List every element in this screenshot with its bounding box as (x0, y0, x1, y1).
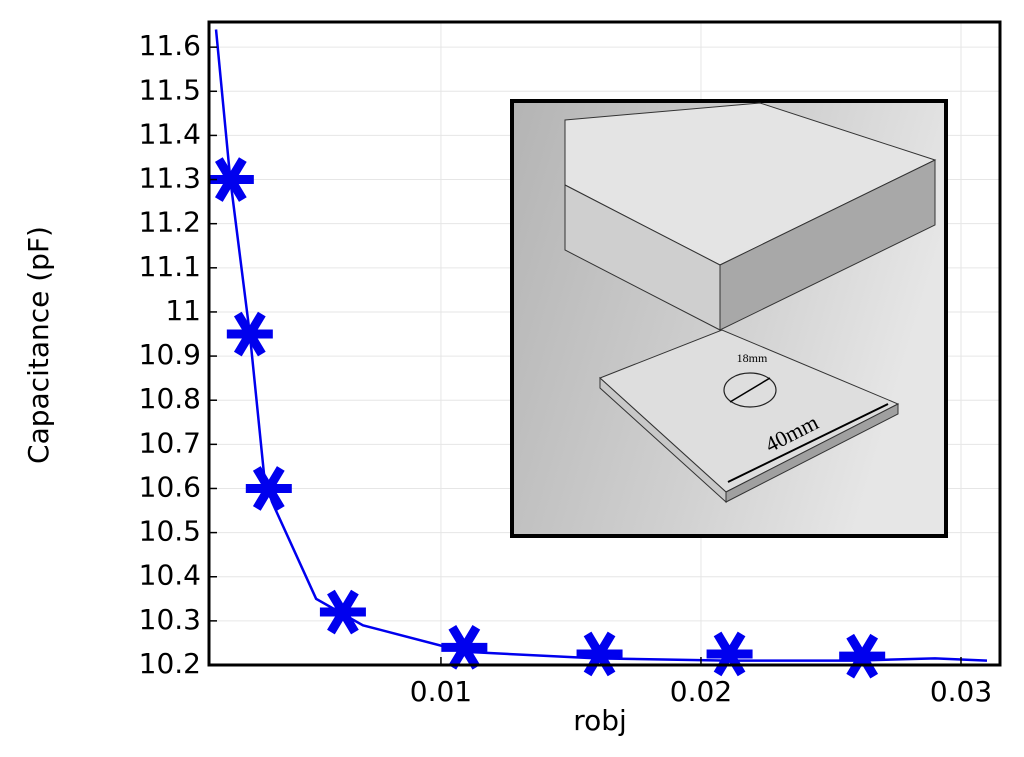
dimension-label: 18mm (737, 351, 768, 365)
star-marker (706, 631, 753, 677)
hole (723, 372, 777, 408)
star-marker (839, 633, 886, 679)
plate-side (725, 403, 899, 503)
star-marker (226, 311, 273, 357)
x-tick-label: 0.02 (670, 675, 732, 708)
x-tick-label: 0.01 (410, 675, 472, 708)
star-marker (441, 625, 488, 670)
plot (207, 29, 988, 679)
y-tick-label: 10.2 (139, 647, 201, 680)
y-tick-label: 11 (165, 294, 201, 327)
y-axis-label: Capacitance (pF) (22, 226, 55, 464)
x-axis-label: robj (573, 704, 627, 737)
y-tick-label: 10.3 (139, 603, 201, 636)
y-tick-label: 11.6 (139, 29, 201, 62)
y-tick-label: 11.1 (139, 250, 201, 283)
y-tick-label: 10.9 (139, 338, 201, 371)
star-marker (319, 589, 366, 635)
arrow (727, 403, 889, 483)
y-tick-label: 11.3 (139, 162, 201, 195)
star-marker (576, 631, 623, 677)
y-tick-label: 10.7 (139, 426, 201, 459)
y-tick-label: 10.4 (139, 559, 201, 592)
y-tick-label: 10.5 (139, 515, 201, 548)
star-marker (245, 466, 292, 511)
y-tick-label: 11.4 (139, 117, 201, 150)
y-tick-label: 11.2 (139, 206, 201, 239)
y-tick-label: 10.8 (139, 382, 201, 415)
arrow (729, 377, 771, 403)
y-tick-label: 10.6 (139, 470, 201, 503)
block-front (564, 184, 721, 331)
plot-frame (207, 20, 1002, 667)
x-tick-label: 0.03 (930, 675, 992, 708)
inset: 18mm 40mm (510, 99, 948, 538)
y-tick-label: 11.5 (139, 73, 201, 106)
